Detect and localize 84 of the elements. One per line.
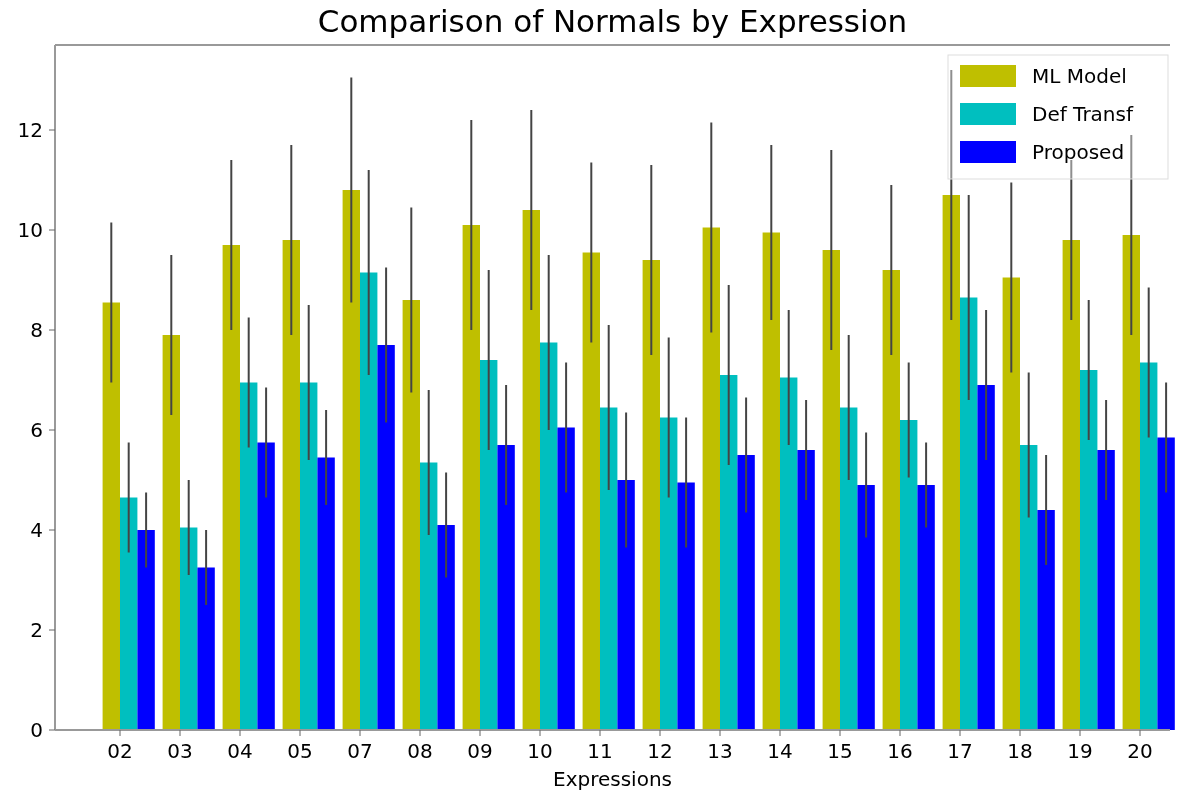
bar <box>437 525 455 730</box>
bar <box>462 225 480 730</box>
x-tick-label: 10 <box>527 739 553 763</box>
bar <box>162 335 180 730</box>
bar <box>222 245 240 730</box>
bar <box>900 420 918 730</box>
x-tick-label: 18 <box>1007 739 1033 763</box>
bar <box>497 445 515 730</box>
bar <box>780 377 798 730</box>
bar <box>677 482 695 730</box>
bar <box>822 250 840 730</box>
bar <box>1140 362 1158 730</box>
bar <box>240 382 258 730</box>
bar <box>402 300 420 730</box>
bar <box>480 360 498 730</box>
bar <box>1020 445 1038 730</box>
y-tick-label: 12 <box>17 118 43 142</box>
bar <box>1062 240 1080 730</box>
bar <box>300 382 318 730</box>
y-tick-label: 2 <box>30 618 43 642</box>
x-tick-label: 11 <box>587 739 613 763</box>
bar <box>522 210 540 730</box>
x-tick-label: 12 <box>647 739 673 763</box>
x-tick-label: 13 <box>707 739 733 763</box>
bar <box>840 407 858 730</box>
bar <box>617 480 635 730</box>
bar <box>282 240 300 730</box>
x-tick-label: 15 <box>827 739 853 763</box>
bar <box>737 455 755 730</box>
bar <box>197 567 215 730</box>
bar <box>342 190 360 730</box>
y-tick-label: 10 <box>17 218 43 242</box>
x-tick-label: 03 <box>167 739 193 763</box>
x-tick-label: 07 <box>347 739 373 763</box>
bar <box>102 302 120 730</box>
bar <box>1097 450 1115 730</box>
bar <box>702 227 720 730</box>
bar <box>120 497 138 730</box>
y-tick-label: 8 <box>30 318 43 342</box>
bar <box>882 270 900 730</box>
x-tick-label: 02 <box>107 739 133 763</box>
x-axis-title: Expressions <box>553 767 672 791</box>
bar <box>317 457 335 730</box>
bar <box>977 385 995 730</box>
bar <box>917 485 935 730</box>
bar <box>1002 277 1020 730</box>
bar <box>600 407 618 730</box>
bar <box>582 252 600 730</box>
x-tick-label: 16 <box>887 739 913 763</box>
bar <box>420 462 438 730</box>
bar <box>377 345 395 730</box>
bar <box>180 527 198 730</box>
x-tick-label: 17 <box>947 739 973 763</box>
x-tick-label: 05 <box>287 739 313 763</box>
legend-label: Def Transf <box>1032 102 1134 126</box>
x-tick-label: 14 <box>767 739 793 763</box>
bar <box>660 417 678 730</box>
bar <box>720 375 738 730</box>
x-tick-label: 08 <box>407 739 433 763</box>
bar <box>540 342 558 730</box>
y-tick-label: 6 <box>30 418 43 442</box>
bar <box>942 195 960 730</box>
chart-title: Comparison of Normals by Expression <box>317 3 908 39</box>
x-tick-label: 19 <box>1067 739 1093 763</box>
bar <box>857 485 875 730</box>
bar <box>797 450 815 730</box>
bar <box>762 232 780 730</box>
y-tick-label: 4 <box>30 518 43 542</box>
bar <box>1080 370 1098 730</box>
bar <box>1122 235 1140 730</box>
bar <box>642 260 660 730</box>
bar <box>1157 437 1175 730</box>
x-tick-label: 04 <box>227 739 253 763</box>
bar <box>557 427 575 730</box>
legend-label: ML Model <box>1032 64 1127 88</box>
bar <box>960 297 978 730</box>
bar <box>1037 510 1055 730</box>
bar <box>360 272 378 730</box>
bar <box>257 442 275 730</box>
x-tick-label: 09 <box>467 739 493 763</box>
y-tick-label: 0 <box>30 718 43 742</box>
bar <box>137 530 155 730</box>
legend-label: Proposed <box>1032 140 1125 164</box>
x-tick-label: 20 <box>1127 739 1153 763</box>
